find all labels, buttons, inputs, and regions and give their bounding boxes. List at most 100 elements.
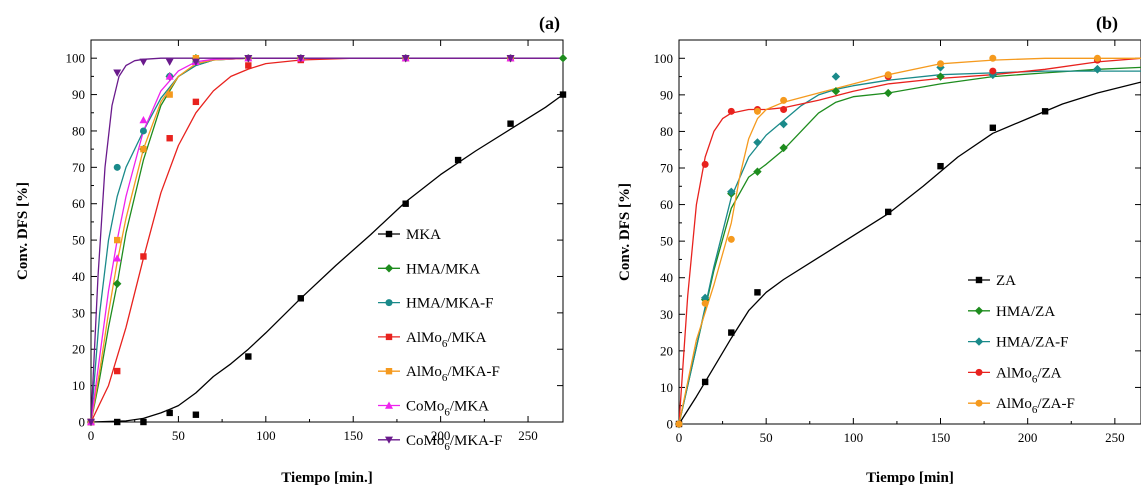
data-point-hma-za-f <box>988 70 998 79</box>
data-point-mka <box>454 156 462 164</box>
legend-label-za: ZA <box>996 273 1016 289</box>
data-point-mka <box>559 91 567 98</box>
x-tick-label: 50 <box>760 430 773 445</box>
x-tick-label: 150 <box>343 428 363 443</box>
x-tick-label: 100 <box>844 430 864 445</box>
y-tick-label: 10 <box>72 378 85 393</box>
data-point-como6-mka-f <box>139 58 148 66</box>
data-point-almo6-mka <box>245 62 252 69</box>
legend-label-como6-mka: CoMo6/MKA <box>406 399 489 419</box>
legend-marker-hma-mka-f <box>385 299 393 307</box>
legend-label-almo6-za: AlMo6/ZA <box>996 365 1062 385</box>
data-point-mka <box>297 295 304 302</box>
y-axis-title: Conv. DFS [%] <box>15 182 31 280</box>
y-tick-label: 30 <box>72 305 85 320</box>
legend-marker-almo6-za <box>975 368 983 376</box>
data-point-como6-mka <box>139 116 148 124</box>
data-point-almo6-za-f <box>753 107 761 115</box>
y-tick-label: 100 <box>654 51 674 66</box>
legend-marker-almo6-mka-f <box>385 368 393 375</box>
data-point-como6-mka <box>113 254 122 262</box>
data-point-almo6-mka <box>192 98 200 106</box>
x-tick-label: 0 <box>88 428 95 443</box>
legend: ZA HMA/ZA HMA/ZA-F AlMo6/ZA AlMo6/ZA-F <box>968 273 1075 416</box>
data-point-hma-za-f <box>727 187 736 196</box>
data-point-za <box>754 289 761 296</box>
data-point-almo6-mka <box>140 253 147 260</box>
data-point-za <box>937 162 944 170</box>
data-point-almo6-mka-f <box>114 236 121 244</box>
y-tick-label: 10 <box>660 380 673 395</box>
data-point-za <box>989 124 997 131</box>
data-point-mka <box>245 353 252 360</box>
legend-marker-mka <box>385 230 393 238</box>
chart-panel-a: 0 50 100 150 200 250 0 10 20 30 40 50 60 70 80 90 100 Tie… <box>15 13 568 486</box>
data-point-como6-mka-f <box>87 418 95 426</box>
panel-label: (a) <box>539 13 560 34</box>
y-tick-label: 0 <box>667 417 674 432</box>
legend-marker-hma-mka <box>384 264 394 273</box>
y-tick-label: 80 <box>72 123 85 138</box>
series-line-mka <box>91 94 563 422</box>
data-point-almo6-za <box>727 107 735 115</box>
legend-label-como6-mka-f: CoMo6/MKA-F <box>406 433 502 453</box>
data-point-como6-mka-f <box>401 54 410 63</box>
y-tick-label: 20 <box>660 343 673 358</box>
series-line-hma-za-f <box>679 70 1141 424</box>
data-point-hma-za-f <box>753 138 762 147</box>
data-point-za <box>728 329 735 336</box>
y-tick-label: 20 <box>72 342 85 357</box>
data-point-mka <box>114 418 121 426</box>
legend-marker-hma-za <box>974 306 984 315</box>
y-tick-label: 40 <box>72 269 85 284</box>
x-tick-label: 200 <box>431 428 451 443</box>
series-line-za <box>679 81 1141 424</box>
data-point-almo6-za-f <box>1093 54 1101 62</box>
data-point-hma-za-f <box>831 72 841 81</box>
legend-marker-hma-za-f <box>974 337 984 346</box>
y-tick-label: 90 <box>72 87 85 102</box>
x-tick-label: 250 <box>518 428 538 443</box>
data-point-almo6-mka <box>166 135 173 142</box>
legend-label-hma-mka-f: HMA/MKA-F <box>406 296 494 312</box>
data-point-mka <box>402 200 409 207</box>
data-point-hma-za <box>831 87 841 96</box>
data-point-almo6-mka <box>114 367 121 375</box>
data-point-como6-mka-f <box>165 58 174 66</box>
data-point-za <box>701 378 709 386</box>
x-axis-title: Tiempo [min] <box>866 470 954 486</box>
data-point-almo6-za-f <box>701 299 709 307</box>
data-point-mka <box>192 411 200 418</box>
y-tick-label: 50 <box>660 234 673 249</box>
legend-label-hma-za: HMA/ZA <box>996 304 1055 320</box>
data-point-hma-za <box>779 143 788 153</box>
y-tick-label: 0 <box>79 415 86 430</box>
data-point-hma-za-f <box>1093 65 1102 74</box>
data-point-almo6-mka-f <box>140 145 147 153</box>
x-tick-label: 100 <box>256 428 276 443</box>
series-line-almo6-mka <box>91 57 563 422</box>
data-point-como6-mka-f <box>191 58 200 66</box>
data-point-almo6-mka-f <box>166 91 173 98</box>
y-tick-label: 70 <box>660 161 673 176</box>
data-point-almo6-za <box>701 160 709 168</box>
data-point-almo6-za-f <box>989 54 997 62</box>
data-point-hma-mka <box>558 53 568 63</box>
legend-label-hma-za-f: HMA/ZA-F <box>996 335 1069 351</box>
x-tick-label: 200 <box>1018 430 1038 445</box>
x-axis-title: Tiempo [min.] <box>281 470 372 486</box>
series-curves <box>679 57 1141 424</box>
series-line-almo6-za <box>679 57 1141 424</box>
legend-label-mka: MKA <box>406 227 441 243</box>
legend: MKA HMA/MKA HMA/MKA-F AlMo6/MKA AlMo6/MKA-F C… <box>378 227 502 453</box>
y-tick-label: 70 <box>72 160 85 175</box>
y-tick-label: 80 <box>660 124 673 139</box>
y-tick-label: 90 <box>660 87 673 102</box>
y-tick-label: 30 <box>660 307 673 322</box>
data-point-hma-za-f <box>700 293 710 303</box>
x-tick-label: 250 <box>1105 430 1125 445</box>
y-tick-label: 40 <box>660 270 673 285</box>
data-point-como6-mka-f <box>113 69 122 77</box>
legend-label-almo6-za-f: AlMo6/ZA-F <box>996 396 1075 416</box>
